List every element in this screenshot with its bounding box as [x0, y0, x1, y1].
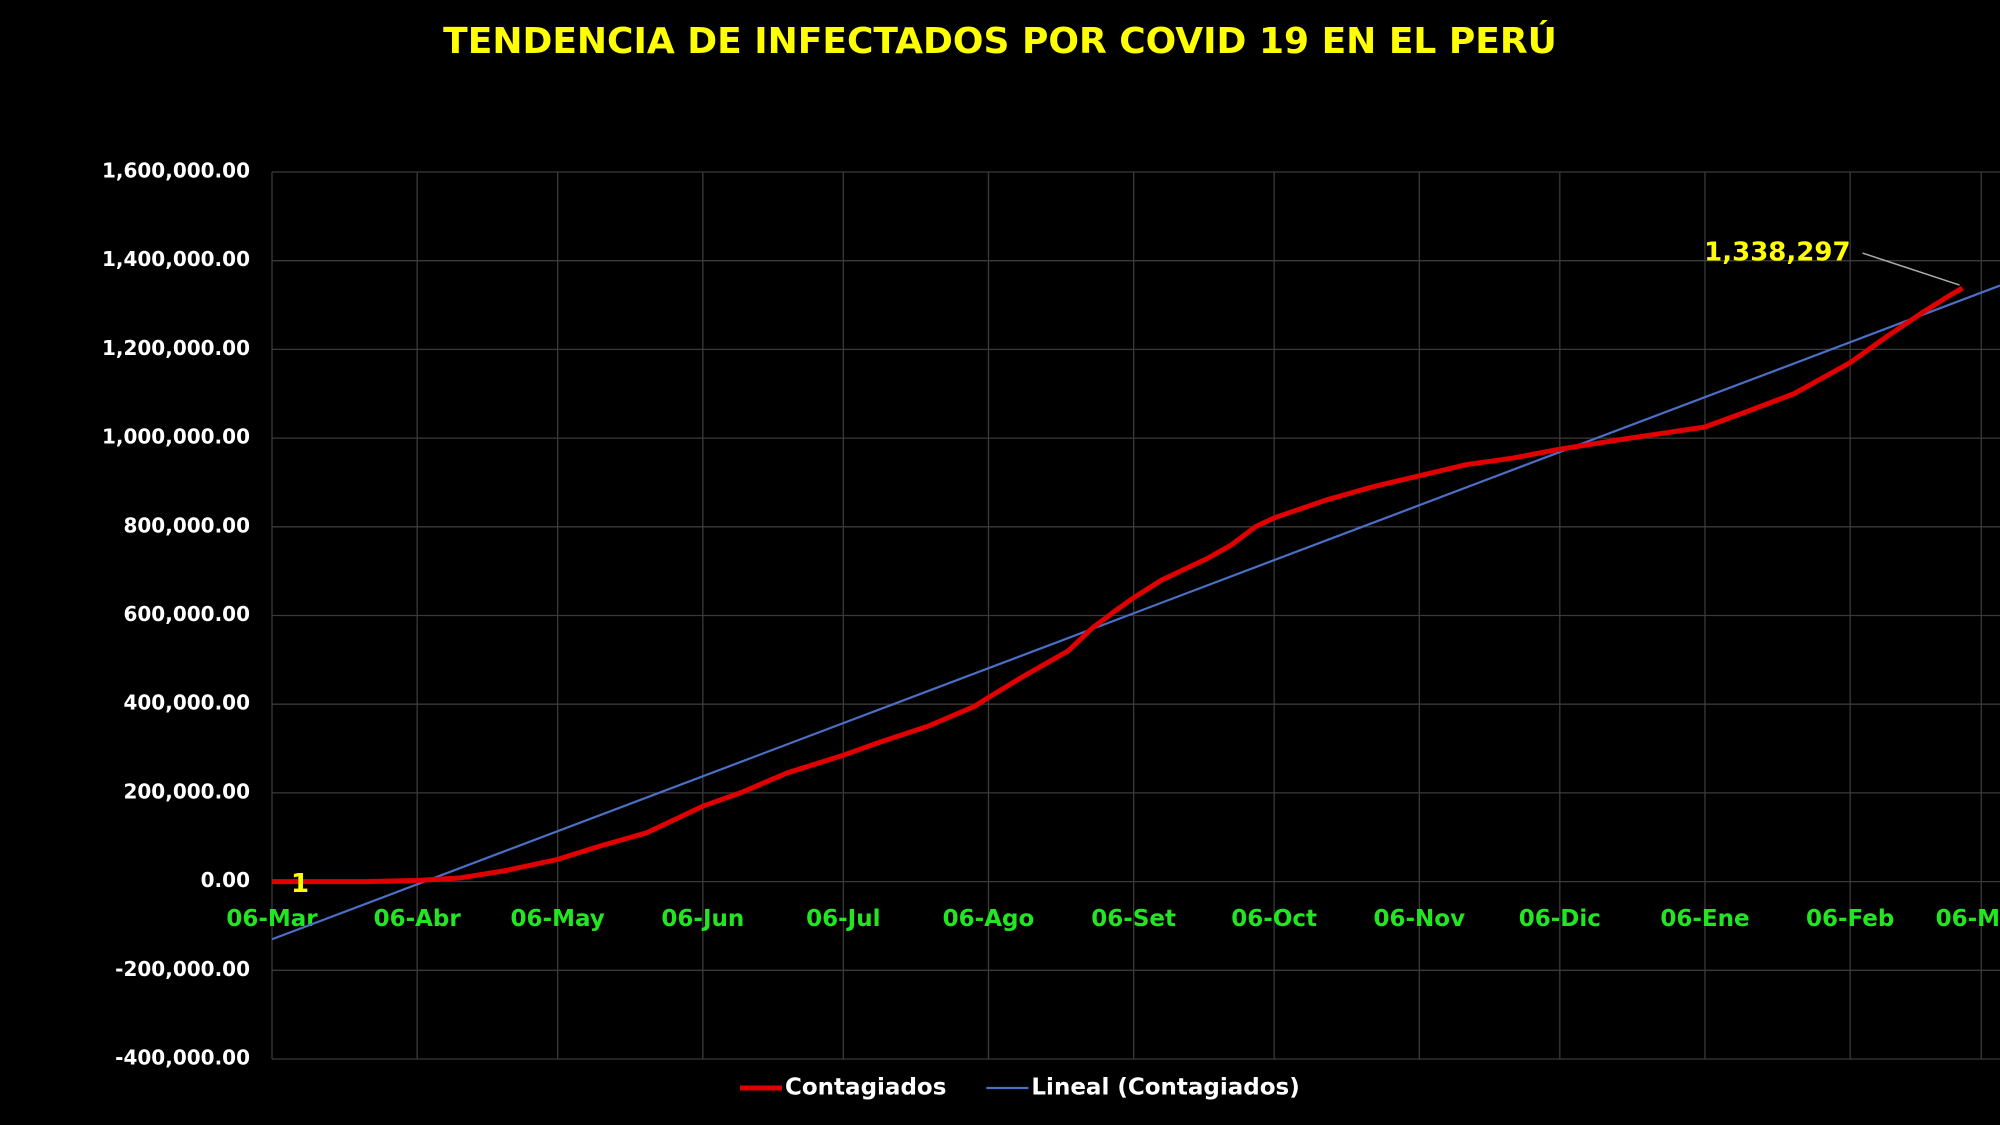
x-tick-label: 06-May [511, 906, 605, 932]
x-tick-label: 06-Mar [226, 906, 318, 932]
x-tick-label: 06-Feb [1806, 906, 1894, 932]
y-tick-label: 1,200,000.00 [102, 336, 250, 360]
legend-label: Contagiados [785, 1075, 946, 1101]
x-tick-label: 06-Ene [1660, 906, 1749, 932]
series-line [271, 284, 2000, 941]
y-tick-label: 200,000.00 [123, 779, 250, 803]
y-tick-label: 1,000,000.00 [102, 425, 250, 449]
chart-title: TENDENCIA DE INFECTADOS POR COVID 19 EN … [443, 20, 1557, 62]
x-tick-label: 06-Mar [1936, 906, 2000, 932]
y-tick-label: -200,000.00 [115, 957, 250, 981]
y-tick-label: 1,600,000.00 [102, 159, 250, 183]
x-tick-label: 06-Nov [1374, 906, 1466, 932]
y-tick-label: 1,400,000.00 [102, 247, 250, 271]
y-tick-label: 800,000.00 [123, 513, 250, 537]
x-tick-label: 06-Jul [806, 906, 880, 932]
x-tick-label: 06-Oct [1231, 906, 1317, 932]
x-tick-label: 06-Dic [1519, 906, 1601, 932]
y-tick-label: -400,000.00 [115, 1046, 250, 1070]
y-tick-label: 400,000.00 [123, 691, 250, 715]
x-tick-label: 06-Jun [661, 906, 744, 932]
leader-line [1862, 252, 1960, 286]
y-tick-label: 600,000.00 [123, 602, 250, 626]
legend-label: Lineal (Contagiados) [1031, 1075, 1299, 1101]
x-tick-label: 06-Set [1091, 906, 1176, 932]
x-tick-label: 06-Abr [374, 906, 462, 932]
data-label: 1,338,297 [1704, 238, 1850, 268]
y-tick-label: 0.00 [201, 868, 250, 892]
x-tick-label: 06-Ago [943, 906, 1035, 932]
series-line [272, 285, 1964, 885]
data-label: 1 [291, 869, 309, 899]
